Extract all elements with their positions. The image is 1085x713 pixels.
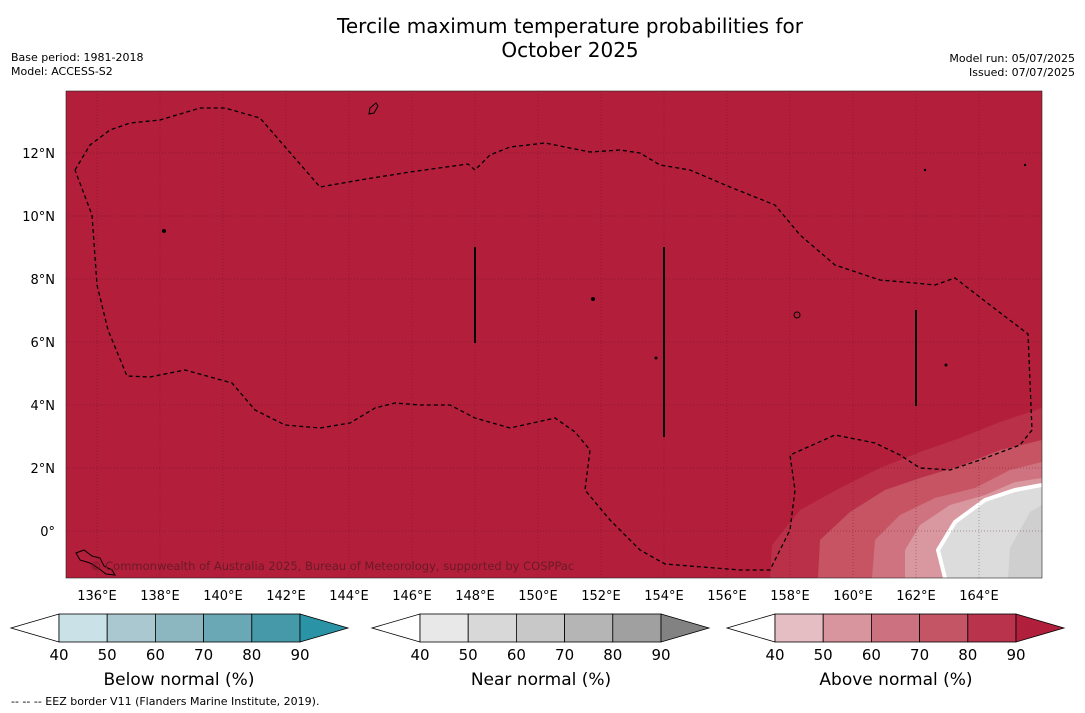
island-pohnpei [793,311,801,319]
island-south-west [75,549,116,576]
colorbars: 40 50 60 70 80 90 Below normal (%) 40 50 60 70 80 90… [9,613,1066,690]
colorbar-segment [774,613,824,643]
island-small-4 [1023,163,1027,167]
title-line-2: October 2025 [501,38,639,62]
colorbar-extend-low [725,613,776,643]
island-small-3 [944,363,948,367]
colorbar-segment [58,613,108,643]
lat-label: 8°N [31,273,56,288]
colorbar-segment [203,613,253,643]
colorbar-segment [516,613,566,643]
colorbar-above: 40 50 60 70 80 90 Above normal (%) [725,613,1066,690]
colorbar-segment [919,613,969,643]
colorbar-tick: 70 [555,646,574,664]
model-run: Model run: 05/07/2025 [949,52,1075,65]
colorbar-extend-high [299,613,350,643]
colorbar-segment [612,613,662,643]
colorbar-segment [871,613,921,643]
eez-footnote: -- -- -- EEZ border V11 (Flanders Marine… [11,695,320,708]
lon-label: 162°E [896,589,936,604]
colorbar-tick: 80 [958,646,977,664]
base-period: Base period: 1981-2018 [11,51,144,64]
white-boundary [935,483,1042,578]
lon-label: 142°E [266,589,306,604]
colorbar-segment [251,613,301,643]
map-frame [65,90,1043,579]
colorbar-extend-high [660,613,711,643]
lon-label: 160°E [833,589,873,604]
issued-date: Issued: 07/07/2025 [968,66,1075,79]
colorbar-near: 40 50 60 70 80 90 Near normal (%) [370,613,711,690]
colorbar-segment [467,613,517,643]
lat-label: 6°N [31,336,56,351]
colorbar-tick: 60 [146,646,165,664]
lon-label: 146°E [392,589,432,604]
lon-label: 150°E [518,589,558,604]
latitude-labels: 12°N 10°N 8°N 6°N 4°N 2°N 0° [22,147,55,540]
colorbar-title: Above normal (%) [819,670,972,690]
lon-label: 136°E [77,589,117,604]
colorbar-extend-low [370,613,421,643]
island-north [368,102,379,115]
colorbar-extend-low [9,613,60,643]
lat-label: 10°N [22,210,55,225]
colorbar-tick: 40 [49,646,68,664]
colorbar-tick: 80 [603,646,622,664]
island-small-2 [591,297,595,301]
colorbar-tick: 80 [242,646,261,664]
colorbar-segment [154,613,204,643]
near-normal-region-60 [1008,505,1042,578]
island-small-1 [162,229,166,233]
title-line-1: Tercile maximum temperature probabilitie… [337,14,803,38]
colorbar-tick: 50 [459,646,478,664]
colorbar-tick: 40 [410,646,429,664]
lon-label: 138°E [140,589,180,604]
lon-label: 140°E [203,589,243,604]
lon-label: 154°E [644,589,684,604]
lon-label: 156°E [707,589,747,604]
colorbar-tick: 50 [814,646,833,664]
lon-label: 158°E [770,589,810,604]
lon-label: 144°E [329,589,369,604]
map-area: © Commonwealth of Australia 2025, Bureau… [66,91,1042,578]
colorbar-segment [419,613,469,643]
longitude-labels: 136°E 138°E 140°E 142°E 144°E 146°E 148°E 150°E… [77,589,999,604]
eez-border [74,107,1033,571]
model-name: Model: ACCESS-S2 [11,65,113,78]
colorbar-tick: 60 [862,646,881,664]
colorbar-segment [564,613,614,643]
colorbar-tick: 90 [290,646,309,664]
meta-right: Model run: 05/07/2025 Issued: 07/07/2025 [949,52,1075,80]
colorbar-tick: 90 [651,646,670,664]
meta-left: Base period: 1981-2018 Model: ACCESS-S2 [11,51,143,79]
lat-label: 4°N [31,399,56,414]
copyright-text: © Commonwealth of Australia 2025, Bureau… [90,559,574,573]
lon-label: 148°E [455,589,495,604]
lon-label: 152°E [581,589,621,604]
colorbar-extend-high [1015,613,1066,643]
colorbar-tick: 50 [98,646,117,664]
island-small-6 [654,356,658,360]
colorbar-segment [822,613,872,643]
colorbar-tick: 60 [507,646,526,664]
lat-label: 12°N [22,147,55,162]
colorbar-tick: 40 [765,646,784,664]
colorbar-tick: 90 [1006,646,1025,664]
colorbar-title: Below normal (%) [104,670,255,690]
lon-label: 164°E [959,589,999,604]
colorbar-title: Near normal (%) [471,670,611,690]
colorbar-below: 40 50 60 70 80 90 Below normal (%) [9,613,350,690]
colorbar-segment [106,613,156,643]
lat-label: 2°N [31,462,56,477]
colorbar-tick: 70 [194,646,213,664]
map-title: Tercile maximum temperature probabilitie… [0,14,1085,62]
lat-label: 0° [40,525,55,540]
colorbar-segment [967,613,1017,643]
island-small-5 [923,168,927,172]
colorbar-tick: 70 [910,646,929,664]
